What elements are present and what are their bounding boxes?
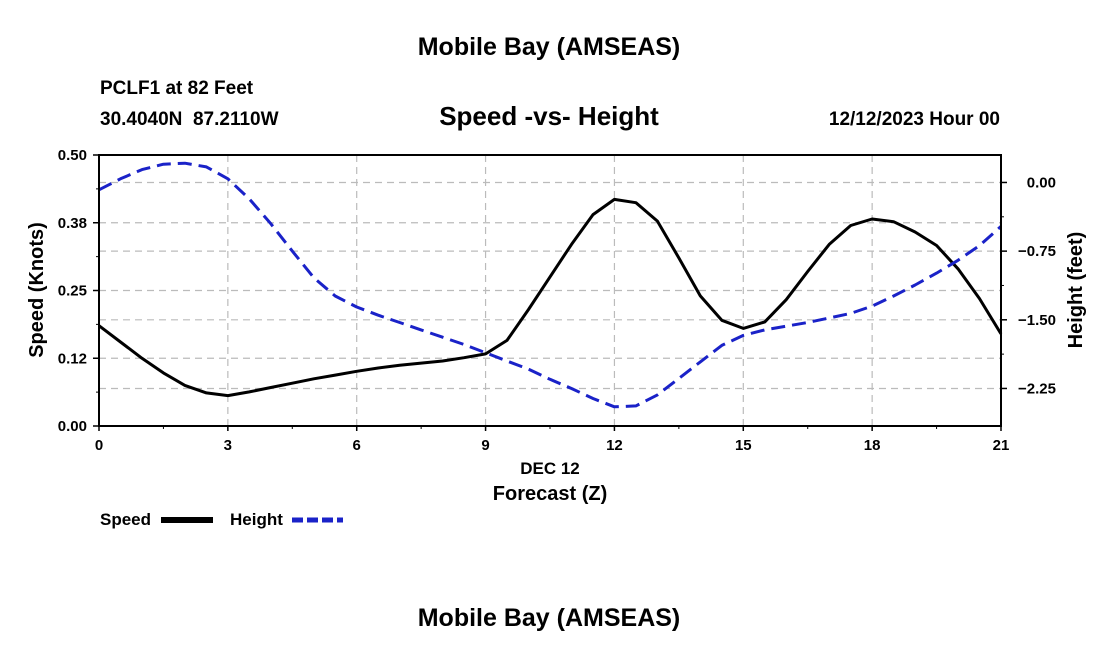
x-tick-label: 18 bbox=[864, 437, 881, 454]
x-tick-label: 0 bbox=[95, 437, 103, 454]
axis-ticks bbox=[93, 154, 1007, 431]
x-tick-label: 9 bbox=[481, 437, 489, 454]
footer-title: Mobile Bay (AMSEAS) bbox=[418, 604, 681, 632]
coordinates-label: 30.4040N 87.2110W bbox=[100, 109, 279, 130]
x-axis-date-label: DEC 12 bbox=[520, 459, 580, 478]
y2-axis-label: Height (feet) bbox=[1065, 232, 1087, 349]
x-tick-label: 3 bbox=[224, 437, 232, 454]
forecast-datetime: 12/12/2023 Hour 00 bbox=[829, 109, 1000, 130]
y-axis-label: Speed (Knots) bbox=[26, 222, 48, 358]
y2-tick-label: 0.00 bbox=[1027, 174, 1056, 191]
y-tick-label: 0.38 bbox=[58, 215, 87, 232]
page-title: Mobile Bay (AMSEAS) bbox=[418, 33, 681, 61]
series-line-height bbox=[98, 161, 1002, 409]
chart-title: Speed -vs- Height bbox=[439, 101, 659, 131]
y-tick-label: 0.50 bbox=[58, 147, 87, 164]
x-tick-label: 6 bbox=[353, 437, 361, 454]
x-tick-label: 15 bbox=[735, 437, 752, 454]
plot-frame bbox=[98, 154, 1002, 427]
legend-speed-label: Speed bbox=[100, 510, 151, 529]
y-tick-label: 0.25 bbox=[58, 283, 87, 300]
y2-tick-label: −2.25 bbox=[1018, 380, 1056, 397]
tick-labels: 0 3 6 9 12 15 18 21 0.00 0.12 0.25 0.38 0.50 0.00 −0.7… bbox=[58, 147, 1056, 454]
grid-lines bbox=[98, 154, 1002, 427]
legend: Speed Height bbox=[100, 510, 343, 529]
station-label: PCLF1 at 82 Feet bbox=[100, 78, 254, 99]
x-tick-label: 12 bbox=[606, 437, 623, 454]
y-tick-label: 0.00 bbox=[58, 418, 87, 435]
y2-tick-label: −1.50 bbox=[1018, 312, 1056, 329]
y-tick-label: 0.12 bbox=[58, 350, 87, 367]
series-line-speed bbox=[98, 197, 1003, 398]
x-axis-label: Forecast (Z) bbox=[493, 483, 607, 505]
legend-height-label: Height bbox=[230, 510, 283, 529]
x-tick-label: 21 bbox=[993, 437, 1010, 454]
y2-tick-label: −0.75 bbox=[1018, 243, 1056, 260]
series-lines bbox=[98, 161, 1003, 409]
